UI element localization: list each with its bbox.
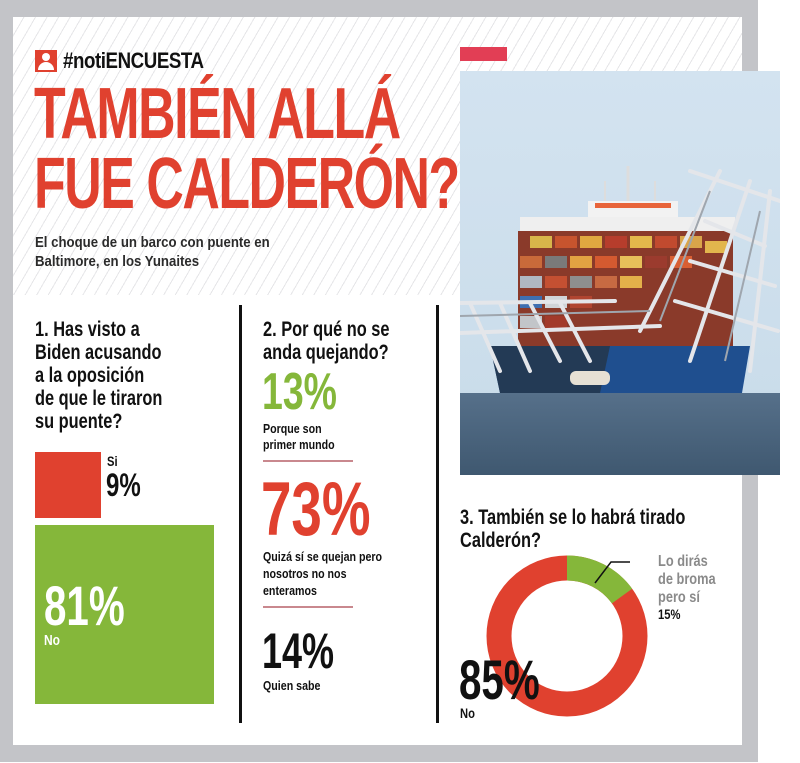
leader-line <box>594 561 630 584</box>
q1-question: 1. Has visto a Biden acusando a la oposi… <box>35 318 163 433</box>
q2-opt1-label: Porque son primer mundo <box>263 421 335 452</box>
q2-separator-2 <box>263 606 353 608</box>
column-divider-1 <box>239 305 242 723</box>
q3-opt1-value: 15% <box>658 606 681 622</box>
q1-no-label: No <box>44 632 60 649</box>
q2-opt3-label: Quien sabe <box>263 678 321 693</box>
ship-bridge-illustration <box>460 71 780 475</box>
news-photo <box>460 71 780 475</box>
brand-hashtag: #notiENCUESTA <box>63 48 204 73</box>
subtitle-line-1: El choque de un barco con puente en <box>35 234 270 251</box>
accent-bar <box>460 47 507 61</box>
q2-opt2-label: Quizá sí se quejan pero nosotros no nos … <box>263 549 383 598</box>
q3-donut-chart <box>486 555 648 717</box>
q2-question: 2. Por qué no se anda quejando? <box>263 318 390 364</box>
headline-line-2: FUE CALDERÓN? <box>34 144 460 224</box>
q1-si-value: 9% <box>106 467 141 503</box>
column-divider-2 <box>436 305 439 723</box>
user-icon <box>35 50 57 72</box>
q1-si-label: Si <box>107 453 118 469</box>
q3-no-value: 85% <box>459 648 540 711</box>
q2-opt2-value: 73% <box>261 467 371 552</box>
q2-separator-1 <box>263 460 353 462</box>
subtitle-line-2: Baltimore, en los Yunaites <box>35 253 200 270</box>
q1-bar-no <box>35 525 214 704</box>
q1-bar-si <box>35 452 101 518</box>
q1-no-value: 81% <box>44 574 125 637</box>
q3-question: 3. También se lo habrá tirado Calderón? <box>460 506 686 552</box>
q3-no-label: No <box>460 705 475 721</box>
headline: TAMBIÉN ALLÁ FUE CALDERÓN? <box>34 74 624 224</box>
q2-opt1-value: 13% <box>262 363 337 421</box>
headline-line-1: TAMBIÉN ALLÁ <box>34 74 401 154</box>
donut-segment-si <box>486 555 648 717</box>
q2-opt3-value: 14% <box>262 623 335 679</box>
subtitle: El choque de un barco con puente en Balt… <box>35 233 270 271</box>
brand-header: #notiENCUESTA <box>35 48 228 74</box>
q3-opt1-label: Lo dirás de broma pero sí <box>658 553 716 606</box>
